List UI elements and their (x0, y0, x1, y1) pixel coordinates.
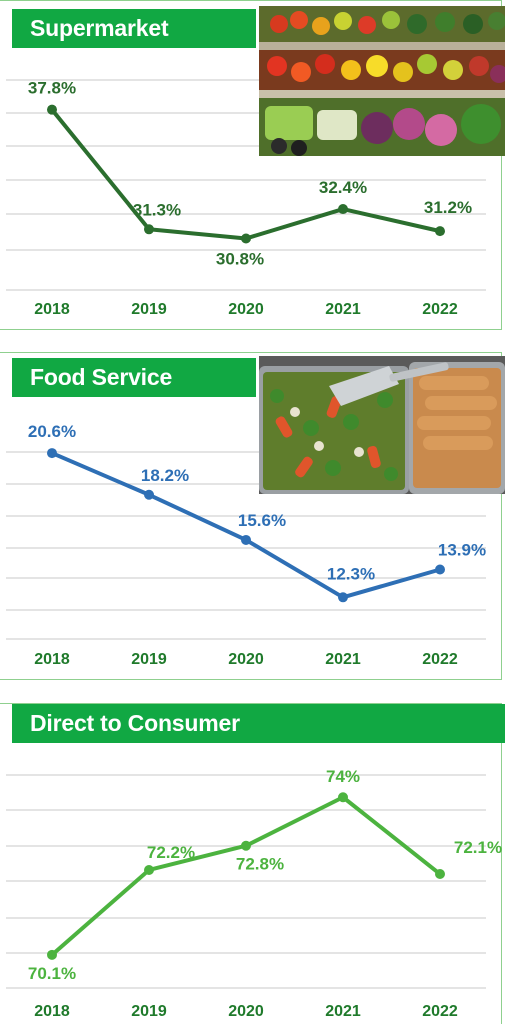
data-label: 31.2% (424, 198, 472, 217)
data-point (144, 224, 154, 235)
chart-title: Direct to Consumer (12, 704, 505, 743)
data-point (144, 489, 154, 500)
data-point (241, 534, 251, 545)
panel-frame (0, 0, 502, 330)
x-tick-label: 2021 (325, 651, 361, 668)
data-label: 70.1% (28, 964, 76, 983)
data-point (435, 869, 445, 880)
x-tick-label: 2018 (34, 651, 70, 668)
data-label: 18.2% (141, 466, 189, 485)
data-point (144, 864, 154, 875)
data-label: 13.9% (438, 540, 486, 559)
x-tick-label: 2018 (34, 301, 70, 318)
data-label: 31.3% (133, 200, 181, 219)
panel-direct-to-consumer: 70.1% 72.2% 72.8% 74% 72.1% 2018 2019 2020 2021 2… (0, 703, 505, 1024)
produce-aisle-photo (259, 6, 505, 156)
panel-frame (0, 703, 502, 1024)
data-point (241, 840, 251, 851)
data-label: 30.8% (216, 249, 264, 268)
chart-supermarket: 37.8% 31.3% 30.8% 32.4% 31.2% 2018 2019 2020 202… (6, 79, 486, 318)
x-tick-label: 2022 (422, 301, 458, 318)
data-label: 32.4% (319, 178, 367, 197)
x-tick-label: 2021 (325, 1003, 361, 1020)
data-label: 74% (326, 767, 360, 786)
data-point (47, 949, 57, 960)
data-point (241, 233, 251, 244)
chart-title: Supermarket (12, 9, 256, 48)
x-tick-label: 2021 (325, 301, 361, 318)
x-tick-label: 2018 (34, 1003, 70, 1020)
x-tick-label: 2019 (131, 301, 167, 318)
data-label: 20.6% (28, 422, 76, 441)
data-point (47, 104, 57, 115)
series-line (50, 795, 442, 957)
panel-supermarket: 37.8% 31.3% 30.8% 32.4% 31.2% 2018 2019 2020 202… (0, 0, 505, 330)
x-tick-label: 2022 (422, 1003, 458, 1020)
data-label: 12.3% (327, 564, 375, 583)
data-label: 72.2% (147, 843, 195, 862)
data-point (435, 226, 445, 237)
data-label: 37.8% (28, 79, 76, 98)
data-label: 72.1% (454, 838, 502, 857)
x-tick-label: 2019 (131, 651, 167, 668)
data-point (47, 448, 57, 459)
x-tick-label: 2019 (131, 1003, 167, 1020)
panel-food-service: 20.6% 18.2% 15.6% 12.3% 13.9% 2018 2019 2020 202… (0, 352, 505, 680)
data-label: 15.6% (238, 511, 286, 530)
x-tick-label: 2020 (228, 1003, 264, 1020)
chart-food-service: 20.6% 18.2% 15.6% 12.3% 13.9% 2018 2019 2020 202… (6, 422, 486, 668)
x-tick-label: 2020 (228, 301, 264, 318)
data-point (338, 792, 348, 803)
x-tick-label: 2020 (228, 651, 264, 668)
data-point (435, 564, 445, 575)
panel-frame (0, 352, 502, 680)
data-point (338, 204, 348, 215)
chart-direct-to-consumer: 70.1% 72.2% 72.8% 74% 72.1% 2018 2019 2020 2021 2… (6, 767, 502, 1020)
buffet-trays-photo (259, 356, 505, 494)
data-point (338, 592, 348, 603)
chart-title: Food Service (12, 358, 256, 397)
x-tick-label: 2022 (422, 651, 458, 668)
data-label: 72.8% (236, 855, 284, 874)
